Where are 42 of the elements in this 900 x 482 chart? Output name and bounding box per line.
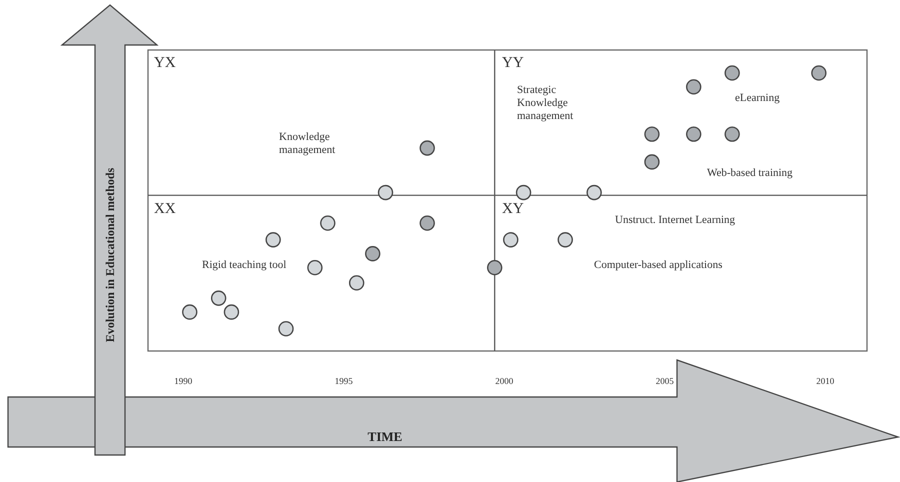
point (365, 246, 380, 262)
annotation: Computer-based applications (594, 259, 722, 271)
x-tick-label: 2005 (656, 376, 674, 386)
point (307, 260, 323, 276)
point (210, 290, 226, 306)
annotation: Web-based training (707, 167, 794, 179)
point (320, 215, 336, 231)
x-tick-label: 2000 (495, 376, 514, 386)
text: YY (502, 55, 524, 71)
x-tick-label: 2010 (816, 376, 835, 386)
point (724, 126, 740, 142)
point (586, 184, 602, 200)
annotation: Strategic Knowledge management (517, 84, 574, 122)
x-tick-label: 1995 (334, 376, 354, 386)
point (644, 154, 660, 170)
annotation: Rigid teaching tool (202, 259, 286, 271)
point (224, 304, 240, 320)
point (724, 65, 740, 81)
annotation: eLearning (735, 92, 780, 104)
annotation: XX (154, 201, 176, 217)
y-axis-title: Evolution in Educational methods (103, 167, 117, 342)
point (516, 184, 532, 200)
x-axis-title: TIME (368, 429, 402, 444)
point (558, 232, 573, 248)
point (686, 79, 702, 95)
point (644, 126, 660, 142)
annotation: XY (502, 201, 524, 217)
point (266, 232, 281, 248)
point (420, 215, 435, 231)
point (503, 232, 518, 248)
point (487, 260, 502, 276)
point (686, 126, 702, 142)
text: YX (154, 55, 176, 71)
annotation: Unstruct. Internet Learning (615, 214, 736, 226)
point (378, 184, 394, 200)
point (278, 321, 294, 336)
point (348, 275, 364, 291)
point (420, 140, 435, 156)
point (182, 304, 198, 320)
annotation: Knowledge management (279, 131, 336, 156)
x-tick-label: 1990 (174, 376, 193, 386)
point (811, 65, 827, 81)
